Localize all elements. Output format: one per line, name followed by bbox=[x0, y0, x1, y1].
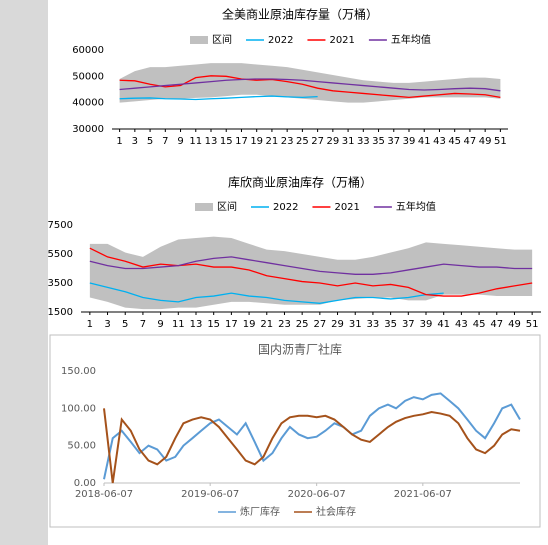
x-tick-label: 25 bbox=[296, 319, 309, 330]
x-tick-label: 2021-06-07 bbox=[394, 489, 452, 500]
x-tick-label: 7 bbox=[140, 319, 146, 330]
y-tick-label: 1500 bbox=[48, 307, 73, 318]
range-band bbox=[89, 236, 533, 310]
x-tick-label: 45 bbox=[448, 136, 461, 147]
x-tick-label: 2019-06-07 bbox=[181, 489, 239, 500]
series-line bbox=[89, 282, 444, 304]
x-tick-label: 29 bbox=[331, 319, 344, 330]
legend-swatch bbox=[190, 36, 208, 44]
x-tick-label: 51 bbox=[526, 319, 539, 330]
legend-label: 五年均值 bbox=[391, 33, 431, 46]
y-tick-label: 7500 bbox=[48, 220, 73, 231]
x-tick-label: 19 bbox=[250, 136, 263, 147]
y-tick-label: 40000 bbox=[72, 98, 104, 109]
x-tick-label: 37 bbox=[402, 319, 415, 330]
x-tick-label: 9 bbox=[177, 136, 183, 147]
x-tick-label: 3 bbox=[104, 319, 110, 330]
x-tick-label: 15 bbox=[207, 319, 220, 330]
x-tick-label: 43 bbox=[433, 136, 446, 147]
x-tick-label: 47 bbox=[490, 319, 503, 330]
legend-label: 区间 bbox=[217, 200, 237, 213]
y-tick-label: 0.00 bbox=[74, 478, 96, 489]
range-band bbox=[119, 63, 501, 103]
x-tick-label: 31 bbox=[349, 319, 362, 330]
legend-label: 炼厂库存 bbox=[240, 505, 280, 518]
x-tick-label: 7 bbox=[162, 136, 168, 147]
y-tick-label: 5500 bbox=[48, 249, 73, 260]
x-tick-label: 29 bbox=[326, 136, 339, 147]
x-tick-label: 43 bbox=[455, 319, 468, 330]
x-tick-label: 1 bbox=[87, 319, 93, 330]
y-tick-label: 150.00 bbox=[61, 366, 96, 377]
x-tick-label: 49 bbox=[508, 319, 521, 330]
legend-swatch bbox=[195, 203, 213, 211]
x-tick-label: 3 bbox=[132, 136, 138, 147]
x-tick-label: 45 bbox=[473, 319, 486, 330]
y-tick-label: 3500 bbox=[48, 278, 73, 289]
series-line bbox=[103, 392, 521, 480]
x-tick-label: 1 bbox=[116, 136, 122, 147]
x-tick-label: 5 bbox=[147, 136, 153, 147]
series-line bbox=[89, 256, 533, 275]
chart-title: 国内沥青厂社库 bbox=[258, 342, 342, 357]
x-tick-label: 39 bbox=[403, 136, 416, 147]
legend-label: 2022 bbox=[273, 202, 298, 213]
x-tick-label: 23 bbox=[278, 319, 291, 330]
legend-label: 区间 bbox=[212, 33, 232, 46]
x-tick-label: 13 bbox=[205, 136, 218, 147]
x-tick-label: 17 bbox=[225, 319, 238, 330]
x-tick-label: 5 bbox=[122, 319, 128, 330]
x-tick-label: 35 bbox=[372, 136, 385, 147]
x-tick-label: 39 bbox=[420, 319, 433, 330]
series-line bbox=[119, 95, 318, 101]
x-tick-label: 9 bbox=[157, 319, 163, 330]
x-tick-label: 47 bbox=[464, 136, 477, 147]
x-tick-label: 35 bbox=[384, 319, 397, 330]
x-tick-label: 11 bbox=[189, 136, 202, 147]
legend-label: 社会库存 bbox=[316, 505, 356, 518]
y-tick-label: 60000 bbox=[72, 45, 104, 56]
x-tick-label: 27 bbox=[311, 136, 324, 147]
legend-label: 2022 bbox=[268, 35, 293, 46]
x-tick-label: 17 bbox=[235, 136, 248, 147]
y-tick-label: 50.00 bbox=[67, 441, 96, 452]
x-tick-label: 21 bbox=[266, 136, 279, 147]
chart-title: 全美商业原油库存量（万桶） bbox=[222, 7, 378, 22]
x-tick-label: 33 bbox=[357, 136, 370, 147]
y-tick-label: 30000 bbox=[72, 124, 104, 135]
y-tick-label: 100.00 bbox=[61, 403, 96, 414]
x-tick-label: 41 bbox=[437, 319, 450, 330]
legend-label: 五年均值 bbox=[396, 200, 436, 213]
x-tick-label: 23 bbox=[281, 136, 294, 147]
x-tick-label: 15 bbox=[220, 136, 233, 147]
x-tick-label: 13 bbox=[190, 319, 203, 330]
x-tick-label: 33 bbox=[367, 319, 380, 330]
side-strip bbox=[0, 0, 48, 545]
x-tick-label: 37 bbox=[387, 136, 400, 147]
x-tick-label: 11 bbox=[172, 319, 185, 330]
legend-label: 2021 bbox=[334, 202, 359, 213]
x-tick-label: 19 bbox=[243, 319, 256, 330]
x-tick-label: 31 bbox=[342, 136, 355, 147]
y-tick-label: 50000 bbox=[72, 71, 104, 82]
chart-frame bbox=[49, 334, 541, 528]
x-tick-label: 2018-06-07 bbox=[75, 489, 133, 500]
series-line bbox=[103, 408, 521, 484]
chart-title: 库欣商业原油库存（万桶） bbox=[228, 175, 372, 190]
x-tick-label: 49 bbox=[479, 136, 492, 147]
legend-label: 2021 bbox=[329, 35, 354, 46]
series-line bbox=[89, 247, 533, 297]
x-tick-label: 21 bbox=[260, 319, 273, 330]
x-tick-label: 51 bbox=[494, 136, 507, 147]
series-line bbox=[119, 78, 501, 92]
x-tick-label: 41 bbox=[418, 136, 431, 147]
x-tick-label: 25 bbox=[296, 136, 309, 147]
x-tick-label: 27 bbox=[313, 319, 326, 330]
x-tick-label: 2020-06-07 bbox=[288, 489, 346, 500]
